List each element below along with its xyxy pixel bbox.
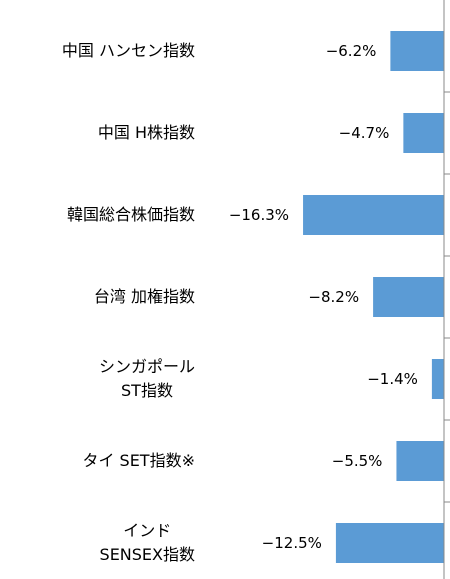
category-label: インド SENSEX指数 — [99, 521, 195, 564]
bar — [396, 441, 444, 481]
value-label: −16.3% — [228, 206, 290, 224]
value-label: −6.2% — [325, 42, 377, 60]
category-label: 中国 ハンセン指数 — [61, 41, 195, 60]
bar — [390, 31, 444, 71]
category-label: 台湾 加権指数 — [93, 287, 195, 306]
bar — [303, 195, 444, 235]
bar — [403, 113, 444, 153]
category-label: 韓国総合株価指数 — [66, 205, 195, 224]
category-label: 中国 H株指数 — [97, 123, 195, 142]
bar — [431, 359, 444, 399]
value-label: −12.5% — [261, 534, 322, 552]
category-label: タイ SET指数※ — [82, 451, 195, 470]
value-label: −8.2% — [308, 288, 360, 306]
bar — [335, 523, 444, 563]
bar — [373, 277, 444, 317]
category-label: シンガポール ST指数 — [98, 357, 195, 400]
value-label: −5.5% — [331, 452, 383, 470]
value-label: −4.7% — [338, 124, 390, 142]
value-label: −1.4% — [367, 370, 418, 388]
